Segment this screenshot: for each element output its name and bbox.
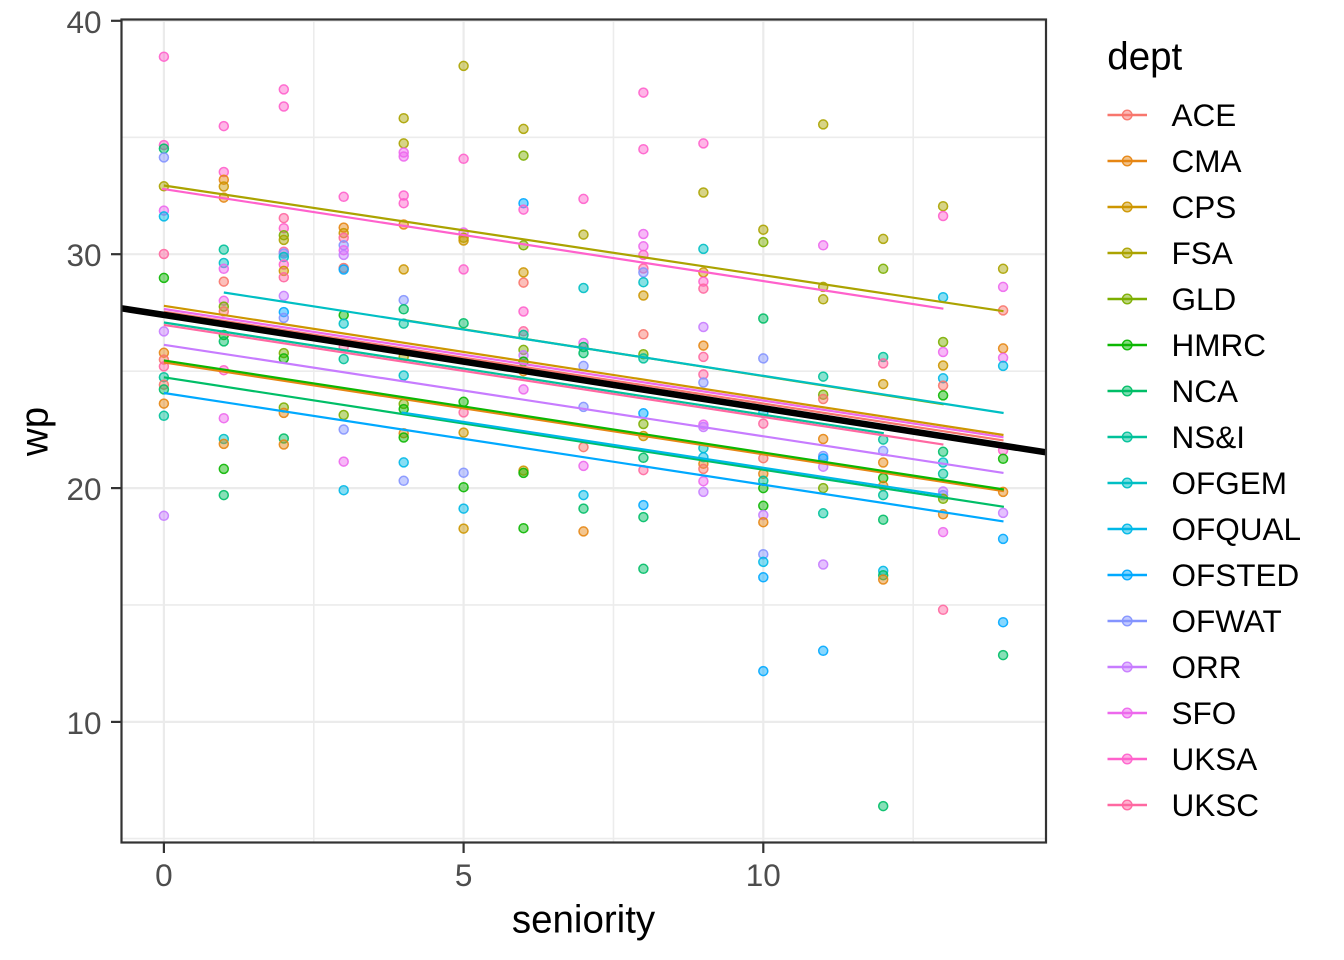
svg-text:OFWAT: OFWAT: [1172, 603, 1282, 639]
svg-text:5: 5: [455, 857, 473, 893]
svg-text:SFO: SFO: [1172, 695, 1237, 731]
svg-text:CPS: CPS: [1172, 189, 1237, 225]
svg-text:10: 10: [66, 705, 101, 741]
svg-text:GLD: GLD: [1172, 281, 1237, 317]
svg-text:0: 0: [155, 857, 173, 893]
svg-text:30: 30: [66, 237, 101, 273]
svg-text:dept: dept: [1107, 35, 1182, 78]
svg-text:seniority: seniority: [512, 899, 656, 942]
svg-text:ORR: ORR: [1172, 649, 1242, 685]
svg-text:40: 40: [66, 4, 101, 40]
svg-text:ACE: ACE: [1172, 97, 1237, 133]
svg-text:OFQUAL: OFQUAL: [1172, 511, 1302, 547]
svg-text:UKSC: UKSC: [1172, 787, 1260, 823]
svg-text:HMRC: HMRC: [1172, 327, 1267, 363]
svg-text:NS&I: NS&I: [1172, 419, 1246, 455]
svg-text:NCA: NCA: [1172, 373, 1239, 409]
svg-text:wp: wp: [14, 407, 57, 457]
svg-text:FSA: FSA: [1172, 235, 1233, 271]
svg-text:20: 20: [66, 471, 101, 507]
svg-text:UKSA: UKSA: [1172, 741, 1258, 777]
svg-text:OFSTED: OFSTED: [1172, 557, 1300, 593]
svg-text:10: 10: [746, 857, 781, 893]
svg-text:CMA: CMA: [1172, 143, 1242, 179]
svg-text:OFGEM: OFGEM: [1172, 465, 1288, 501]
